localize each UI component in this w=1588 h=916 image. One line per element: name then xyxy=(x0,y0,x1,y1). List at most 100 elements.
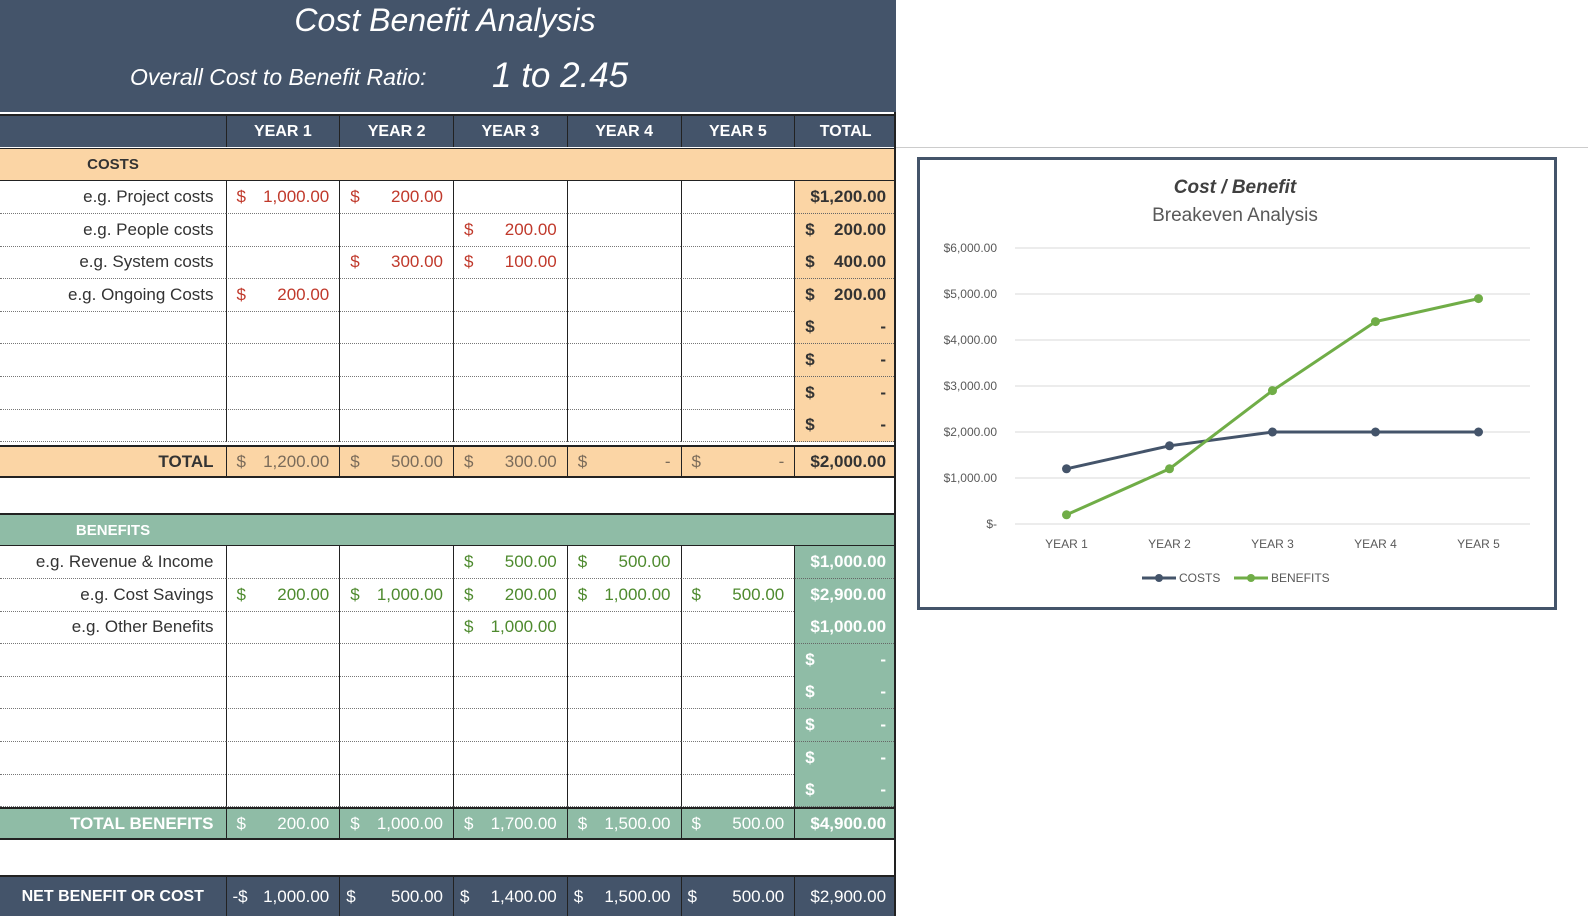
benefit-row-total[interactable]: $ - xyxy=(794,774,897,808)
cost-cell-year-1[interactable] xyxy=(225,409,340,443)
cost-cell-year-3[interactable] xyxy=(453,181,567,214)
benefit-row-total[interactable]: $1,000.00 xyxy=(794,611,897,645)
benefit-row-label[interactable] xyxy=(0,774,226,808)
benefit-cell-year-3[interactable] xyxy=(453,643,567,677)
benefit-cell-year-2[interactable] xyxy=(339,741,454,775)
benefit-row-label[interactable]: e.g. Revenue & Income xyxy=(0,546,226,579)
cost-cell-year-5[interactable] xyxy=(680,278,795,312)
header-year-4[interactable]: YEAR 4 xyxy=(566,116,681,147)
cost-cell-year-1[interactable] xyxy=(225,376,340,410)
cost-row-label[interactable]: e.g. Project costs xyxy=(0,181,226,214)
benefit-row-total[interactable]: $ - xyxy=(794,741,897,775)
net-year-1[interactable]: -$ 1,000.00 xyxy=(225,877,340,916)
benefit-cell-year-4[interactable] xyxy=(566,611,681,645)
net-year-4[interactable]: $1,500.00 xyxy=(566,877,681,916)
benefit-cell-year-5[interactable] xyxy=(680,676,795,710)
cost-row-total[interactable]: $ - xyxy=(794,311,897,345)
cost-cell-year-1[interactable] xyxy=(225,311,340,345)
benefits-grand-total[interactable]: $4,900.00 xyxy=(794,809,896,838)
benefit-cell-year-4[interactable] xyxy=(566,709,681,742)
benefit-cell-year-1[interactable] xyxy=(225,741,340,775)
header-year-3[interactable]: YEAR 3 xyxy=(453,116,567,147)
costs-total-year-5[interactable]: $ - xyxy=(680,447,795,476)
cost-cell-year-3[interactable]: $200.00 xyxy=(453,213,567,247)
benefit-row-label[interactable] xyxy=(0,676,226,710)
benefit-cell-year-1[interactable] xyxy=(225,774,340,808)
benefit-cell-year-4[interactable] xyxy=(566,643,681,677)
cost-cell-year-4[interactable] xyxy=(566,311,681,345)
cost-cell-year-4[interactable] xyxy=(566,409,681,443)
ratio-value[interactable]: 1 to 2.45 xyxy=(492,56,629,95)
cost-cell-year-5[interactable] xyxy=(680,311,795,345)
cost-cell-year-4[interactable] xyxy=(566,213,681,247)
cost-row-label[interactable] xyxy=(0,409,226,443)
cost-benefit-chart[interactable]: Cost / Benefit Breakeven Analysis $- $1,000… xyxy=(917,157,1557,610)
benefit-cell-year-2[interactable] xyxy=(339,709,454,742)
benefits-total-year-4[interactable]: $1,500.00 xyxy=(566,809,681,838)
cost-cell-year-4[interactable] xyxy=(566,181,681,214)
benefit-cell-year-3[interactable]: $1,000.00 xyxy=(453,611,567,645)
benefits-total-year-5[interactable]: $500.00 xyxy=(680,809,795,838)
benefit-cell-year-2[interactable] xyxy=(339,774,454,808)
benefit-cell-year-4[interactable]: $1,000.00 xyxy=(566,578,681,612)
net-year-2[interactable]: $500.00 xyxy=(339,877,453,916)
benefit-row-label[interactable] xyxy=(0,644,226,677)
benefits-total-year-3[interactable]: $1,700.00 xyxy=(453,809,567,838)
benefit-cell-year-2[interactable] xyxy=(339,643,454,677)
cost-row-label[interactable] xyxy=(0,344,226,377)
net-label[interactable]: NET BENEFIT OR COST xyxy=(21,887,204,905)
benefit-row-label[interactable] xyxy=(0,742,226,775)
header-year-5[interactable]: YEAR 5 xyxy=(680,116,795,147)
cost-cell-year-5[interactable] xyxy=(680,376,795,410)
benefit-cell-year-1[interactable] xyxy=(225,546,340,579)
cost-row-total[interactable]: $200.00 xyxy=(794,213,897,247)
benefit-row-label[interactable]: e.g. Cost Savings xyxy=(0,579,226,612)
cost-cell-year-4[interactable] xyxy=(566,376,681,410)
benefit-row-label[interactable] xyxy=(0,709,226,742)
net-year-3[interactable]: $1,400.00 xyxy=(453,877,567,916)
benefit-cell-year-4[interactable] xyxy=(566,676,681,710)
benefit-cell-year-2[interactable] xyxy=(339,676,454,710)
cost-cell-year-3[interactable] xyxy=(453,409,567,443)
benefit-cell-year-5[interactable] xyxy=(680,611,795,645)
cost-cell-year-2[interactable] xyxy=(339,311,454,345)
benefit-cell-year-5[interactable] xyxy=(680,741,795,775)
cost-row-total[interactable]: $ - xyxy=(794,344,897,377)
cost-row-label[interactable] xyxy=(0,377,226,410)
benefit-row-total[interactable]: $ - xyxy=(794,709,897,742)
benefit-cell-year-3[interactable] xyxy=(453,676,567,710)
benefit-cell-year-4[interactable] xyxy=(566,741,681,775)
cost-cell-year-2[interactable] xyxy=(339,376,454,410)
benefit-cell-year-2[interactable]: $1,000.00 xyxy=(339,578,454,612)
cost-cell-year-3[interactable] xyxy=(453,344,567,377)
benefits-section-label[interactable]: BENEFITS xyxy=(75,521,151,539)
cost-cell-year-1[interactable] xyxy=(225,246,340,280)
benefits-total-label[interactable]: TOTAL BENEFITS xyxy=(69,813,214,833)
benefit-cell-year-3[interactable] xyxy=(453,709,567,742)
benefit-cell-year-1[interactable] xyxy=(225,611,340,645)
benefit-cell-year-4[interactable]: $500.00 xyxy=(566,546,681,579)
cost-cell-year-5[interactable] xyxy=(680,344,795,377)
cost-cell-year-5[interactable] xyxy=(680,409,795,443)
benefit-cell-year-5[interactable] xyxy=(680,546,795,579)
benefit-row-total[interactable]: $ - xyxy=(794,676,897,710)
benefit-cell-year-3[interactable] xyxy=(453,774,567,808)
benefit-cell-year-5[interactable]: $500.00 xyxy=(680,578,795,612)
header-corner[interactable] xyxy=(0,116,226,147)
cost-row-total[interactable]: $200.00 xyxy=(794,278,897,312)
cost-cell-year-4[interactable] xyxy=(566,246,681,280)
benefit-cell-year-3[interactable] xyxy=(453,741,567,775)
costs-total-year-2[interactable]: $500.00 xyxy=(339,447,453,476)
cost-cell-year-5[interactable] xyxy=(680,181,795,214)
cost-cell-year-3[interactable] xyxy=(453,311,567,345)
cost-row-label[interactable]: e.g. System costs xyxy=(0,246,226,280)
benefit-cell-year-5[interactable] xyxy=(680,643,795,677)
cost-cell-year-3[interactable] xyxy=(453,278,567,312)
header-year-2[interactable]: YEAR 2 xyxy=(339,116,453,147)
cost-cell-year-5[interactable] xyxy=(680,213,795,247)
cost-cell-year-1[interactable]: $200.00 xyxy=(225,278,340,312)
cost-cell-year-2[interactable] xyxy=(339,278,454,312)
benefit-cell-year-1[interactable] xyxy=(225,709,340,742)
cost-cell-year-4[interactable] xyxy=(566,344,681,377)
cost-row-total[interactable]: $400.00 xyxy=(794,246,897,280)
